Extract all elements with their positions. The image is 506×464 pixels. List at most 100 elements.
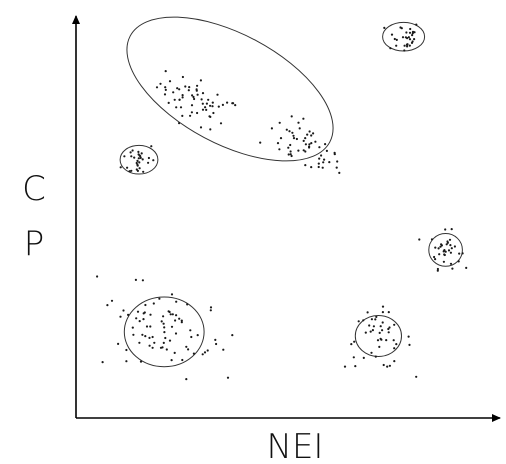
data-point [336,160,339,163]
data-point [318,146,321,149]
data-point [209,104,212,107]
data-point [385,339,388,342]
data-point [333,151,336,154]
data-point [214,338,217,341]
data-point [376,339,380,342]
data-point [400,27,403,30]
data-point [151,335,154,339]
data-point [378,331,381,334]
data-point [129,151,132,154]
data-point [353,340,356,343]
data-point [415,23,418,26]
cluster-ellipse [123,296,205,368]
data-point [322,161,325,164]
data-point [444,250,447,253]
data-point [453,245,456,248]
data-point [451,267,454,270]
data-point [310,166,313,169]
data-point [444,228,447,231]
data-point [125,348,128,352]
data-point [168,80,172,83]
data-point [159,82,162,85]
data-point [147,161,150,164]
data-point [393,360,396,363]
data-point [123,155,126,158]
data-point [136,164,139,167]
data-point [130,155,133,158]
data-point [304,150,307,153]
data-point [418,238,421,241]
data-point [287,146,290,149]
data-point [127,313,130,316]
data-point [434,258,437,261]
data-point [205,108,208,111]
data-point [138,341,141,344]
data-point [390,33,394,36]
data-point [393,37,396,41]
data-point [170,359,173,362]
data-point [312,132,315,135]
data-point [149,313,152,316]
data-point [125,360,128,363]
data-point [203,351,207,354]
data-point [395,343,398,346]
data-point [443,253,446,257]
data-point [205,102,208,105]
data-point [163,326,166,329]
data-point [171,313,174,316]
data-point [302,149,305,152]
data-point [137,150,140,153]
data-point [175,106,178,109]
data-point [142,318,145,321]
data-point [231,334,234,337]
data-point [140,152,143,155]
data-point [270,127,273,130]
data-point [201,108,205,111]
data-point [126,166,129,169]
data-point [141,158,144,161]
data-point [291,131,294,134]
data-point [447,249,451,252]
data-point [139,156,142,159]
data-point [172,91,175,94]
data-point [173,351,176,354]
data-point [158,297,161,300]
data-point [181,96,184,99]
data-point [152,302,155,305]
data-point [189,114,192,117]
data-point [208,115,211,118]
data-point [142,312,145,315]
data-point [132,333,135,336]
data-point [387,311,390,314]
data-point [117,342,120,345]
data-point [259,141,262,144]
data-point [136,159,139,162]
data-point [352,356,355,359]
data-point [165,348,168,351]
data-point [133,156,136,159]
data-point [162,315,165,318]
data-point [411,34,414,37]
data-point [200,98,203,101]
data-point [438,253,441,256]
data-point [381,311,384,314]
data-point [279,137,283,140]
data-point [178,88,181,91]
data-point [408,38,412,41]
data-point [232,102,235,105]
data-point [174,319,177,322]
data-point [176,87,179,90]
data-point [386,365,389,368]
data-point [403,44,406,47]
data-point [226,376,230,379]
data-point [381,329,384,332]
data-point [138,167,141,170]
data-point [222,348,225,351]
data-point [178,317,181,320]
data-point [219,122,223,125]
data-point [308,130,311,133]
data-point [445,243,448,246]
data-point [328,161,331,164]
data-point [119,315,122,318]
data-point [375,315,378,318]
